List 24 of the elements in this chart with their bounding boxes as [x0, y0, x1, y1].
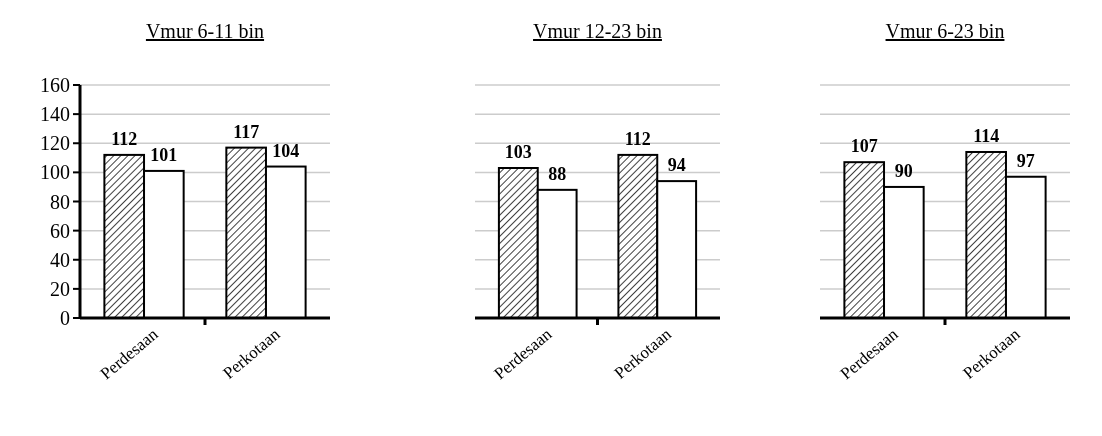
data-label: 94: [667, 155, 686, 176]
y-tick-label: 160: [40, 74, 70, 96]
chart-title: Vmur 6-23 bin: [885, 20, 1005, 42]
data-label: 112: [111, 128, 138, 149]
y-tick-label: 100: [40, 161, 70, 184]
data-label: 112: [624, 128, 651, 149]
data-label: 88: [548, 163, 567, 184]
data-label: 114: [973, 125, 1000, 146]
data-label: 104: [272, 140, 300, 161]
data-label: 101: [150, 144, 178, 165]
y-tick-label: 120: [40, 132, 70, 155]
chart-title: Vmur 6-11 bin: [145, 20, 265, 42]
data-label: 90: [894, 160, 913, 181]
y-tick-label: 140: [40, 103, 70, 126]
y-tick-label: 0: [60, 307, 70, 329]
y-tick-label: 40: [50, 248, 70, 271]
data-label: 103: [504, 142, 532, 163]
data-label: 117: [233, 121, 260, 142]
y-tick-label: 20: [50, 277, 70, 300]
chart-title: Vmur 12-23 bin: [533, 20, 662, 42]
y-tick-label: 80: [50, 190, 70, 213]
data-label: 97: [1016, 150, 1035, 171]
y-tick-label: 60: [50, 219, 70, 242]
data-label: 107: [850, 136, 878, 157]
